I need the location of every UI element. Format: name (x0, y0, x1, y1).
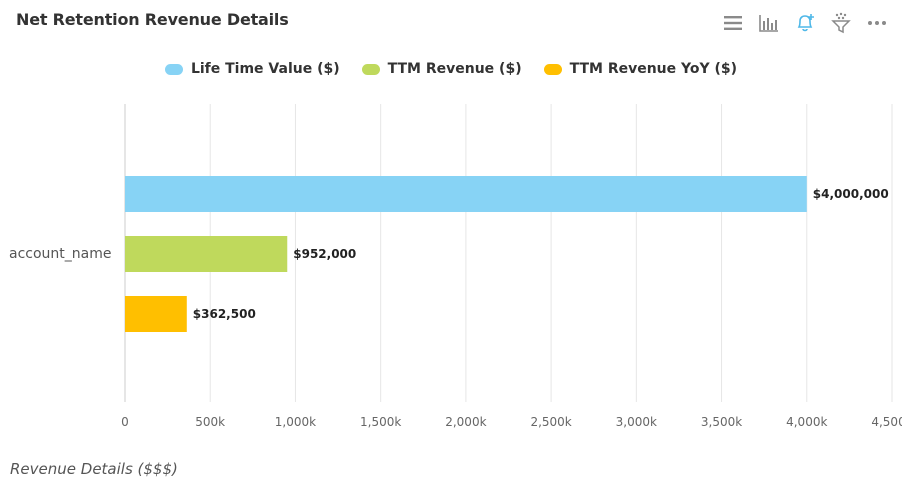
bar-ttm (125, 236, 288, 272)
legend-swatch-ltv (164, 63, 183, 75)
legend-label-yoy: TTM Revenue YoY ($) (569, 61, 738, 77)
chart-legend: Life Time Value ($) TTM Revenue ($) TTM … (0, 61, 902, 77)
menu-icon[interactable] (722, 12, 744, 34)
bar-ltv (125, 176, 807, 212)
bar-chart: 0 500k 1,000k 1,500k 2,000k 2,500k 3,000k 3,500… (9, 104, 902, 429)
chart-footer-label: Revenue Details ($$$) (10, 460, 178, 478)
page-title: Net Retention Revenue Details (16, 10, 289, 29)
legend-label-ttm: TTM Revenue ($) (387, 61, 522, 77)
x-tick-label-3: 1,500k (360, 415, 401, 429)
x-tick-label-7: 3,500k (701, 415, 742, 429)
filter-icon[interactable] (830, 12, 852, 34)
x-tick-label-5: 2,500k (530, 415, 571, 429)
data-label-yoy: $362,500 (193, 307, 256, 321)
x-tick-label-4: 2,000k (445, 415, 486, 429)
more-icon[interactable] (866, 12, 888, 34)
legend-label-ltv: Life Time Value ($) (190, 61, 340, 77)
legend-item-ttm[interactable]: TTM Revenue ($) (361, 61, 522, 77)
x-tick-label-0: 0 (121, 415, 129, 429)
legend-swatch-yoy (543, 63, 562, 75)
bell-plus-icon[interactable] (794, 12, 816, 34)
y-category-label: account_name (9, 246, 111, 262)
x-tick-label-2: 1,000k (275, 415, 316, 429)
x-tick-label-6: 3,000k (616, 415, 657, 429)
data-label-ttm: $952,000 (293, 247, 356, 261)
data-label-ltv: $4,000,000 (813, 187, 889, 201)
chart-toolbar (722, 12, 888, 34)
legend-swatch-ttm (361, 63, 380, 75)
legend-item-ltv[interactable]: Life Time Value ($) (164, 61, 340, 77)
x-tick-label-1: 500k (195, 415, 225, 429)
x-tick-label-9: 4,500k (871, 415, 902, 429)
bar-yoy (125, 296, 187, 332)
bar-chart-icon[interactable] (758, 12, 780, 34)
x-tick-label-8: 4,000k (786, 415, 827, 429)
legend-item-yoy[interactable]: TTM Revenue YoY ($) (543, 61, 738, 77)
